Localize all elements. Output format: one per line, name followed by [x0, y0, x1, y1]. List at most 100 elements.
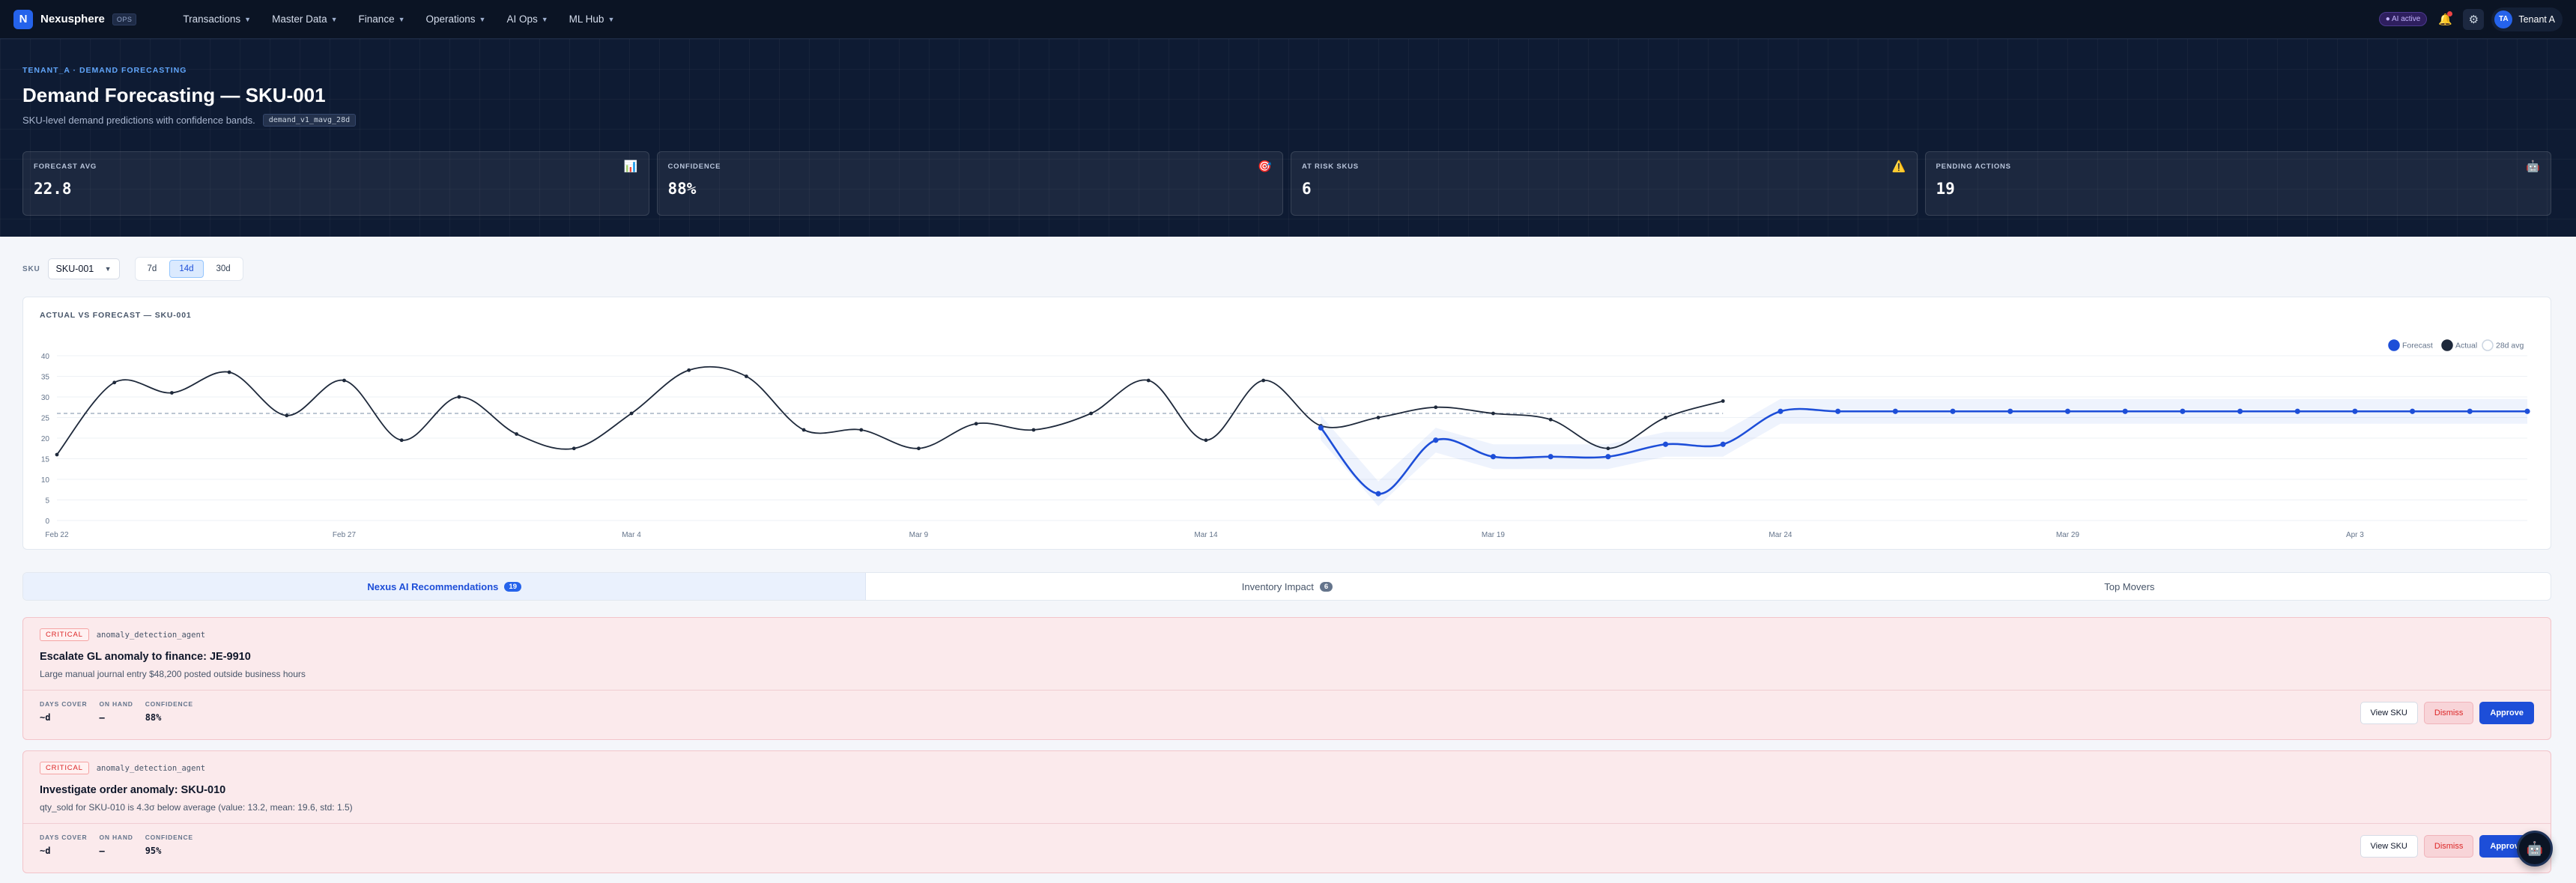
- actual-point: [917, 446, 921, 451]
- subtitle-row: SKU-level demand predictions with confid…: [22, 114, 357, 127]
- y-tick-label: 35: [41, 374, 50, 382]
- forecast-point: [2410, 408, 2416, 414]
- user-menu[interactable]: TA Tenant A: [2491, 7, 2563, 31]
- kpi-forecast-avg: FORECAST AVG 22.8 📊: [22, 151, 649, 216]
- stat-value: —: [99, 846, 105, 856]
- nav-operations[interactable]: Operations ▼: [416, 0, 497, 39]
- nav-transactions[interactable]: Transactions ▼: [172, 0, 261, 39]
- kpi-pending-actions: PENDING ACTIONS 19 🤖: [1924, 151, 2551, 216]
- severity-badge: CRITICAL: [40, 628, 89, 641]
- sku-select-value: SKU-001: [55, 264, 94, 274]
- rec-title: Investigate order anomaly: SKU-010: [40, 784, 226, 796]
- sku-select[interactable]: SKU-001 ▼: [47, 258, 120, 279]
- tab-label: Nexus AI Recommendations: [367, 580, 499, 592]
- bell-icon[interactable]: 🔔: [2434, 9, 2455, 30]
- forecast-point: [1835, 408, 1841, 414]
- nav-ml-hub[interactable]: ML Hub ▼: [559, 0, 625, 39]
- range-14d-button[interactable]: 14d: [169, 260, 204, 278]
- actual-point: [227, 370, 231, 374]
- forecast-point: [1605, 454, 1611, 460]
- nav-label: AI Ops: [506, 13, 538, 25]
- chevron-down-icon: ▼: [607, 15, 615, 23]
- nav-master-data[interactable]: Master Data ▼: [261, 0, 348, 39]
- range-30d-button[interactable]: 30d: [216, 264, 231, 273]
- y-tick-label: 25: [41, 415, 50, 423]
- y-tick-label: 5: [45, 497, 49, 506]
- actual-point: [169, 391, 174, 395]
- actual-point: [399, 438, 404, 443]
- actual-point: [1606, 446, 1610, 451]
- actual-point: [1146, 378, 1151, 383]
- legend-swatch: [2482, 339, 2494, 351]
- y-tick-label: 20: [41, 435, 50, 443]
- view-sku-button[interactable]: View SKU: [2360, 835, 2418, 858]
- nav-right: ● AI active 🔔 ⚙ TA Tenant A: [2378, 7, 2563, 31]
- confidence-band: [1321, 398, 2527, 506]
- forecast-point: [1548, 454, 1554, 460]
- kpi-value: 88%: [667, 180, 697, 198]
- divider: [23, 690, 2551, 691]
- assistant-fab-robot-icon[interactable]: 🤖: [2517, 831, 2553, 867]
- recommendation-card: CRITICAL anomaly_detection_agent Investi…: [22, 750, 2551, 873]
- nav-ai-ops[interactable]: AI Ops ▼: [496, 0, 558, 39]
- dismiss-button[interactable]: Dismiss: [2423, 835, 2474, 858]
- range-7d-button[interactable]: 7d: [147, 264, 157, 273]
- notification-dot: [2447, 10, 2453, 16]
- tab-inventory-impact[interactable]: Inventory Impact 6: [866, 573, 1708, 600]
- nav-finance[interactable]: Finance ▼: [348, 0, 416, 39]
- tab-top-movers[interactable]: Top Movers: [1709, 573, 2551, 600]
- brand-name[interactable]: Nexusphere: [40, 13, 105, 25]
- forecast-point: [1778, 408, 1783, 414]
- chevron-down-icon: ▼: [244, 15, 252, 23]
- dismiss-button[interactable]: Dismiss: [2423, 702, 2474, 724]
- nav-label: Finance: [358, 13, 395, 25]
- forecast-point: [1892, 408, 1898, 414]
- recommendation-card: CRITICAL anomaly_detection_agent Escalat…: [22, 617, 2551, 740]
- gear-icon[interactable]: ⚙: [2463, 8, 2485, 30]
- rec-stats: DAYS COVER ~d ON HAND — CONFIDENCE 95%: [40, 834, 193, 856]
- tab-recommendations[interactable]: Nexus AI Recommendations 19: [23, 573, 867, 600]
- rec-header: CRITICAL anomaly_detection_agent: [40, 628, 205, 641]
- actual-point: [974, 422, 978, 426]
- kpi-value: 19: [1936, 180, 1955, 198]
- stat-label: CONFIDENCE: [145, 700, 193, 708]
- actual-point: [687, 368, 691, 372]
- actual-line: [56, 365, 1724, 455]
- logo-icon[interactable]: N: [13, 9, 33, 29]
- rec-title: Escalate GL anomaly to finance: JE-9910: [40, 651, 251, 663]
- chevron-down-icon: ▼: [479, 15, 486, 23]
- robot-icon: 🤖: [2526, 160, 2540, 173]
- actual-point: [1261, 378, 1266, 383]
- avatar: TA: [2494, 10, 2513, 28]
- ops-badge: OPS: [112, 13, 137, 25]
- actual-point: [55, 452, 59, 457]
- recommendation-tabs: Nexus AI Recommendations 19 Inventory Im…: [22, 572, 2551, 601]
- approve-button[interactable]: Approve: [2479, 702, 2534, 724]
- x-tick-label: Feb 27: [333, 531, 357, 539]
- nav-label: Transactions: [183, 13, 241, 25]
- hero-section: TENANT_A · DEMAND FORECASTING Demand For…: [0, 39, 2576, 237]
- kpi-value: 22.8: [34, 180, 72, 198]
- x-tick-label: Mar 19: [1482, 531, 1506, 539]
- y-tick-label: 30: [41, 394, 50, 402]
- actual-point: [859, 428, 864, 432]
- legend-label: Actual: [2455, 342, 2477, 351]
- actual-point: [1434, 405, 1438, 410]
- actual-point: [1089, 411, 1093, 416]
- forecast-chart-card: ACTUAL VS FORECAST — SKU-001 0 5 10 15 20 25 3…: [22, 297, 2551, 550]
- actual-point: [1664, 416, 1667, 419]
- model-tag: demand_v1_mavg_28d: [262, 114, 357, 127]
- top-nav: N Nexusphere OPS Transactions ▼ Master Da…: [0, 0, 2576, 39]
- forecast-chart: 0 5 10 15 20 25 30 35 40 Feb 22 Feb 27 Mar 4 Mar 9 Ma…: [41, 339, 2530, 539]
- view-sku-button[interactable]: View SKU: [2360, 702, 2418, 724]
- stat-value: 95%: [145, 846, 162, 856]
- tab-count-badge: 19: [504, 581, 521, 592]
- actual-point: [1376, 416, 1381, 419]
- stat-days-cover: DAYS COVER ~d: [40, 700, 87, 723]
- range-toggle: 7d 14d 30d: [134, 257, 243, 281]
- y-tick-label: 40: [41, 353, 50, 361]
- stat-value: —: [99, 712, 105, 723]
- y-tick-label: 10: [41, 476, 50, 485]
- stat-value: ~d: [40, 712, 51, 723]
- severity-badge: CRITICAL: [40, 762, 89, 774]
